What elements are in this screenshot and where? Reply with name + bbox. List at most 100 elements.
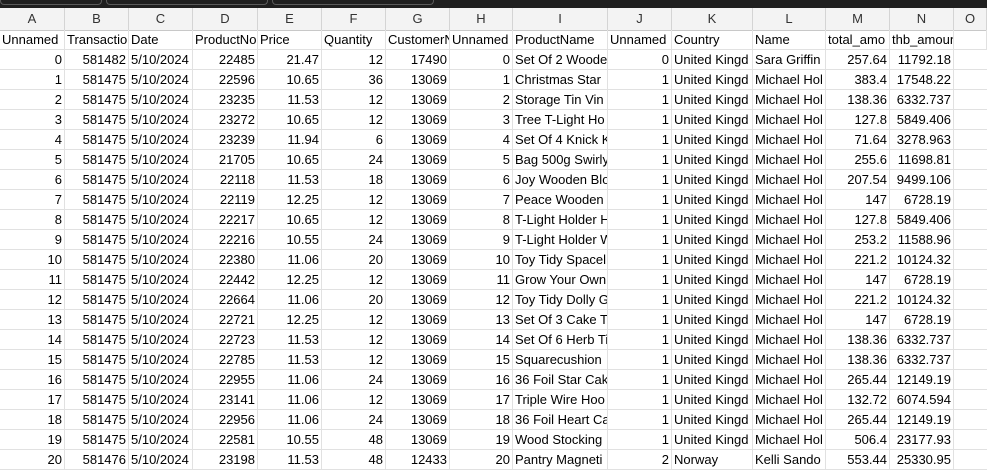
- data-cell[interactable]: Michael Hol: [753, 190, 826, 209]
- data-cell[interactable]: 1: [608, 430, 672, 449]
- data-cell[interactable]: 581475: [65, 430, 129, 449]
- data-cell[interactable]: Michael Hol: [753, 390, 826, 409]
- data-cell[interactable]: 581475: [65, 290, 129, 309]
- data-cell[interactable]: 5/10/2024: [129, 350, 193, 369]
- header-cell[interactable]: CustomerN: [388, 30, 450, 49]
- data-cell[interactable]: 127.8: [826, 110, 890, 129]
- column-header-d[interactable]: D: [193, 8, 258, 30]
- data-cell[interactable]: 138.36: [826, 90, 890, 109]
- data-cell[interactable]: 6332.737: [890, 90, 954, 109]
- data-cell[interactable]: 13069: [386, 350, 450, 369]
- data-cell[interactable]: 581475: [65, 110, 129, 129]
- data-cell[interactable]: 17: [450, 390, 513, 409]
- data-cell[interactable]: 255.6: [826, 150, 890, 169]
- data-cell[interactable]: 12.25: [258, 310, 322, 329]
- data-cell[interactable]: 23272: [193, 110, 258, 129]
- data-cell[interactable]: 20: [450, 450, 513, 469]
- data-cell[interactable]: 5/10/2024: [129, 190, 193, 209]
- data-cell[interactable]: 265.44: [826, 410, 890, 429]
- column-header-o[interactable]: O: [954, 8, 987, 30]
- data-cell[interactable]: 1: [608, 170, 672, 189]
- data-cell[interactable]: Wood Stocking: [513, 430, 608, 449]
- data-cell[interactable]: 581475: [65, 210, 129, 229]
- data-cell[interactable]: 17490: [386, 50, 450, 69]
- data-cell[interactable]: 21.47: [258, 50, 322, 69]
- data-cell[interactable]: Michael Hol: [753, 290, 826, 309]
- data-cell[interactable]: 5/10/2024: [129, 310, 193, 329]
- data-cell[interactable]: Michael Hol: [753, 70, 826, 89]
- data-cell[interactable]: 22596: [193, 70, 258, 89]
- data-cell[interactable]: 20: [322, 290, 386, 309]
- data-cell[interactable]: 11.53: [258, 170, 322, 189]
- data-cell[interactable]: 5/10/2024: [129, 70, 193, 89]
- data-cell[interactable]: 3: [450, 110, 513, 129]
- data-cell[interactable]: 11.53: [258, 450, 322, 469]
- data-cell[interactable]: 147: [826, 190, 890, 209]
- data-cell[interactable]: Michael Hol: [753, 430, 826, 449]
- data-cell[interactable]: United Kingd: [672, 130, 753, 149]
- data-cell[interactable]: 11.94: [258, 130, 322, 149]
- data-cell[interactable]: 1: [608, 370, 672, 389]
- data-cell[interactable]: 22380: [193, 250, 258, 269]
- data-cell[interactable]: 138.36: [826, 350, 890, 369]
- data-cell[interactable]: 1: [608, 150, 672, 169]
- column-header-j[interactable]: J: [608, 8, 672, 30]
- data-cell[interactable]: United Kingd: [672, 170, 753, 189]
- data-cell[interactable]: Michael Hol: [753, 210, 826, 229]
- data-cell[interactable]: 1: [608, 230, 672, 249]
- data-cell[interactable]: Michael Hol: [753, 150, 826, 169]
- data-cell[interactable]: 4: [0, 130, 65, 149]
- data-cell[interactable]: 581475: [65, 230, 129, 249]
- data-cell[interactable]: Joy Wooden Blo: [515, 170, 608, 189]
- data-cell[interactable]: 5849.406: [890, 210, 954, 229]
- data-cell[interactable]: United Kingd: [672, 90, 753, 109]
- data-cell[interactable]: 11588.96: [890, 230, 954, 249]
- data-cell[interactable]: 2: [450, 90, 513, 109]
- data-cell[interactable]: United Kingd: [672, 310, 753, 329]
- data-cell[interactable]: 5/10/2024: [129, 230, 193, 249]
- data-cell[interactable]: Michael Hol: [753, 250, 826, 269]
- data-cell[interactable]: 5/10/2024: [129, 250, 193, 269]
- data-cell[interactable]: 5/10/2024: [129, 430, 193, 449]
- data-cell[interactable]: 581475: [65, 70, 129, 89]
- data-cell[interactable]: 1: [0, 70, 65, 89]
- data-cell[interactable]: 5: [450, 150, 513, 169]
- data-cell[interactable]: United Kingd: [672, 390, 753, 409]
- data-cell[interactable]: United Kingd: [672, 330, 753, 349]
- data-cell[interactable]: 16: [450, 370, 513, 389]
- data-cell[interactable]: 15: [450, 350, 513, 369]
- data-cell[interactable]: 581475: [65, 170, 129, 189]
- data-cell[interactable]: Sara Griffin: [753, 50, 826, 69]
- data-cell[interactable]: 147: [826, 310, 890, 329]
- data-cell[interactable]: T-Light Holder H: [515, 210, 608, 229]
- data-cell[interactable]: 5/10/2024: [129, 330, 193, 349]
- data-cell[interactable]: 1: [608, 190, 672, 209]
- data-cell[interactable]: 5/10/2024: [129, 290, 193, 309]
- header-cell[interactable]: ProductNo: [195, 30, 258, 49]
- data-cell[interactable]: 20: [322, 250, 386, 269]
- data-cell[interactable]: 10124.32: [890, 250, 954, 269]
- data-cell[interactable]: 4: [450, 130, 513, 149]
- data-cell[interactable]: 12149.19: [890, 370, 954, 389]
- data-cell[interactable]: 1: [608, 350, 672, 369]
- data-cell[interactable]: Kelli Sando: [753, 450, 826, 469]
- data-cell[interactable]: 13069: [386, 110, 450, 129]
- header-cell[interactable]: Price: [258, 30, 322, 49]
- data-cell[interactable]: Tree T-Light Ho: [513, 110, 608, 129]
- data-cell[interactable]: 5/10/2024: [129, 50, 193, 69]
- data-cell[interactable]: 12: [322, 50, 386, 69]
- sheet-tab-edge[interactable]: [272, 0, 434, 5]
- header-cell[interactable]: Transactio: [67, 30, 129, 49]
- data-cell[interactable]: 19: [450, 430, 513, 449]
- data-cell[interactable]: 581475: [65, 150, 129, 169]
- data-cell[interactable]: 15: [0, 350, 65, 369]
- data-cell[interactable]: 553.44: [826, 450, 890, 469]
- column-header-b[interactable]: B: [65, 8, 129, 30]
- data-cell[interactable]: 24: [322, 230, 386, 249]
- data-cell[interactable]: Storage Tin Vin: [513, 90, 608, 109]
- data-cell[interactable]: 10.65: [258, 110, 322, 129]
- data-cell[interactable]: 10.55: [258, 430, 322, 449]
- data-cell[interactable]: 16: [0, 370, 65, 389]
- column-header-k[interactable]: K: [672, 8, 753, 30]
- data-cell[interactable]: 127.8: [826, 210, 890, 229]
